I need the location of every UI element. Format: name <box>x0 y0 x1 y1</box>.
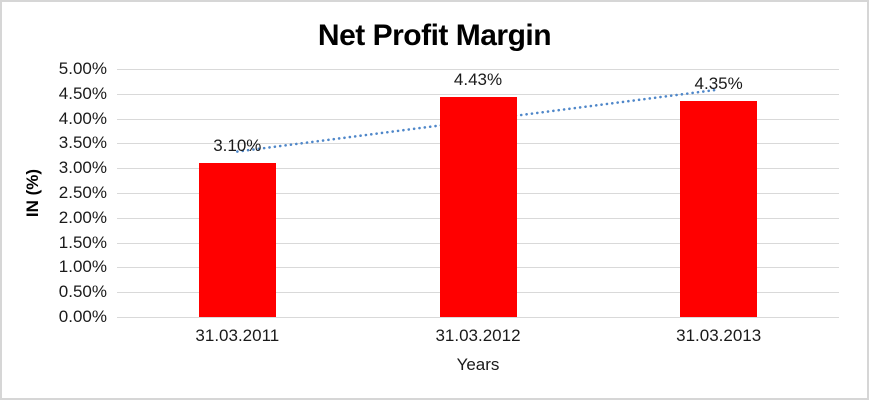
y-tick-label: 2.50% <box>58 183 107 202</box>
y-tick-label: 5.00% <box>58 59 107 78</box>
gridline <box>117 69 839 70</box>
plot-area: 3.10% 4.43% 4.35% <box>117 69 839 318</box>
y-tick-label: 4.50% <box>58 83 107 103</box>
bar-data-label: 4.43% <box>453 70 503 90</box>
bar-data-label: 4.35% <box>694 74 743 94</box>
bar-data-label: 3.10% <box>213 136 262 156</box>
gridline <box>117 317 839 318</box>
chart-title: Net Profit Margin <box>317 19 552 52</box>
gridline <box>117 93 839 95</box>
y-tick-label: 0.50% <box>58 282 107 302</box>
y-tick-label: 1.50% <box>58 232 107 252</box>
y-tick-label: 0.00% <box>58 307 107 326</box>
y-tick-label: 3.00% <box>58 158 107 178</box>
bar-31.03.2012 <box>439 97 517 317</box>
x-axis-title: Years <box>456 355 500 374</box>
category-label: 31.03.2013 <box>676 326 762 345</box>
y-tick-label: 4.00% <box>58 108 107 128</box>
bar-31.03.2013 <box>680 101 758 317</box>
bar-31.03.2011 <box>198 163 276 317</box>
y-tick-label: 3.50% <box>58 133 107 153</box>
category-label: 31.03.2012 <box>435 326 521 345</box>
y-tick-label: 2.00% <box>58 207 107 227</box>
y-tick-label: 1.00% <box>58 257 107 277</box>
category-label: 31.03.2011 <box>195 326 280 345</box>
